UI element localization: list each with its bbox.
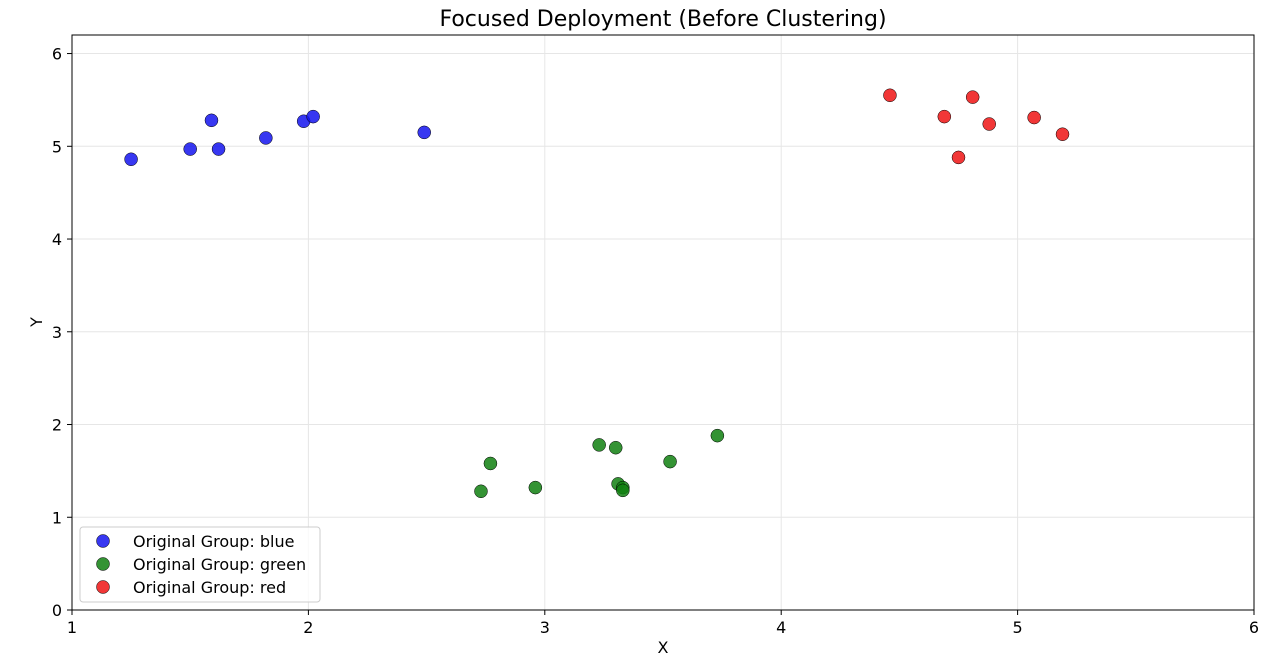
x-tick-label: 1 bbox=[67, 618, 77, 637]
x-tick-label: 4 bbox=[776, 618, 786, 637]
y-tick-label: 3 bbox=[52, 323, 62, 342]
legend-box bbox=[79, 526, 321, 603]
y-tick-label: 0 bbox=[52, 601, 62, 620]
y-axis-label: Y bbox=[27, 317, 46, 328]
data-point bbox=[965, 90, 980, 104]
legend-label: Original Group: red bbox=[133, 578, 286, 597]
y-tick-label: 1 bbox=[52, 508, 62, 527]
x-tick-label: 6 bbox=[1249, 618, 1259, 637]
y-tick-label: 4 bbox=[52, 230, 62, 249]
data-point bbox=[183, 142, 197, 156]
legend-items: Original Group: blue Original Group: gree… bbox=[96, 532, 306, 597]
data-points bbox=[124, 88, 1070, 499]
x-tick-label: 2 bbox=[303, 618, 313, 637]
legend: Original Group: blue Original Group: gree… bbox=[79, 526, 321, 603]
series-group bbox=[474, 428, 725, 499]
data-point bbox=[982, 117, 996, 131]
data-point bbox=[1055, 127, 1070, 141]
data-point bbox=[951, 150, 966, 165]
grid bbox=[71, 35, 1255, 611]
data-point bbox=[663, 454, 677, 469]
data-point bbox=[616, 483, 630, 498]
data-point bbox=[592, 438, 606, 452]
legend-label: Original Group: blue bbox=[133, 532, 294, 551]
data-point bbox=[710, 428, 725, 443]
data-point bbox=[528, 480, 543, 495]
data-point bbox=[937, 109, 952, 124]
legend-label: Original Group: green bbox=[133, 555, 306, 574]
legend-marker bbox=[96, 534, 110, 548]
x-axis-label: X bbox=[658, 638, 669, 657]
data-point bbox=[211, 142, 226, 156]
data-point bbox=[608, 440, 623, 455]
y-tick-label: 6 bbox=[52, 45, 62, 64]
data-point bbox=[483, 456, 498, 471]
series-group bbox=[124, 109, 431, 167]
x-tick-label: 3 bbox=[540, 618, 550, 637]
plot-frame bbox=[71, 34, 1255, 611]
chart-title: Focused Deployment (Before Clustering) bbox=[439, 7, 886, 32]
data-point bbox=[883, 88, 897, 103]
data-point bbox=[1027, 110, 1041, 125]
data-point bbox=[259, 131, 273, 145]
x-tick-label: 5 bbox=[1013, 618, 1023, 637]
y-tick-label: 2 bbox=[52, 416, 62, 435]
data-point bbox=[417, 125, 431, 140]
data-point bbox=[124, 152, 138, 167]
legend-marker bbox=[96, 580, 110, 594]
series-group bbox=[883, 88, 1070, 165]
data-point bbox=[474, 484, 488, 499]
data-point bbox=[306, 109, 320, 124]
y-tick-label: 5 bbox=[52, 137, 62, 156]
data-point bbox=[204, 113, 219, 128]
legend-marker bbox=[96, 557, 110, 571]
